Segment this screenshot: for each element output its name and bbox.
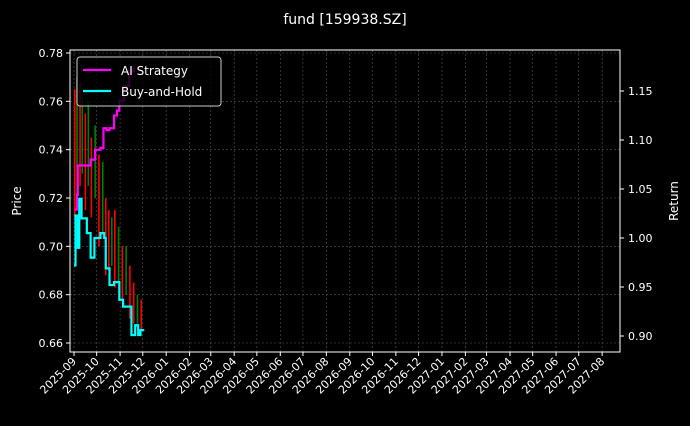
right-axis: 0.90 0.95 1.00 1.05 1.10 1.15 bbox=[620, 85, 653, 343]
right-y-tick-label: 1.15 bbox=[628, 85, 653, 98]
left-y-tick-label: 0.66 bbox=[39, 337, 64, 350]
left-y-tick-label: 0.74 bbox=[39, 144, 64, 157]
legend-label-buy-and-hold: Buy-and-Hold bbox=[121, 85, 202, 99]
plot-frame bbox=[69, 49, 621, 353]
left-axis: 0.66 0.68 0.70 0.72 0.74 0.76 0.78 bbox=[39, 47, 70, 350]
x-axis: 2025-092025-102025-112025-122026-012026-… bbox=[37, 352, 607, 397]
series-line-buy-and-hold bbox=[74, 197, 145, 337]
chart-title: fund [159938.SZ] bbox=[283, 12, 406, 28]
left-axis-label: Price bbox=[10, 186, 24, 215]
left-y-tick-label: 0.76 bbox=[39, 95, 64, 108]
left-y-tick-label: 0.72 bbox=[39, 192, 64, 205]
legend: AI Strategy Buy-and-Hold bbox=[76, 56, 222, 107]
right-y-tick-label: 1.10 bbox=[628, 134, 653, 147]
left-y-tick-label: 0.78 bbox=[39, 47, 64, 60]
price-bars bbox=[73, 77, 143, 331]
right-y-tick-label: 0.95 bbox=[628, 281, 653, 294]
left-y-tick-label: 0.68 bbox=[39, 289, 64, 302]
left-y-tick-label: 0.70 bbox=[39, 240, 64, 253]
right-y-tick-label: 1.00 bbox=[628, 232, 653, 245]
right-axis-label: Return bbox=[667, 181, 681, 221]
legend-label-ai-strategy: AI Strategy bbox=[121, 64, 188, 78]
right-y-tick-label: 0.90 bbox=[628, 330, 653, 343]
right-y-tick-label: 1.05 bbox=[628, 183, 653, 196]
